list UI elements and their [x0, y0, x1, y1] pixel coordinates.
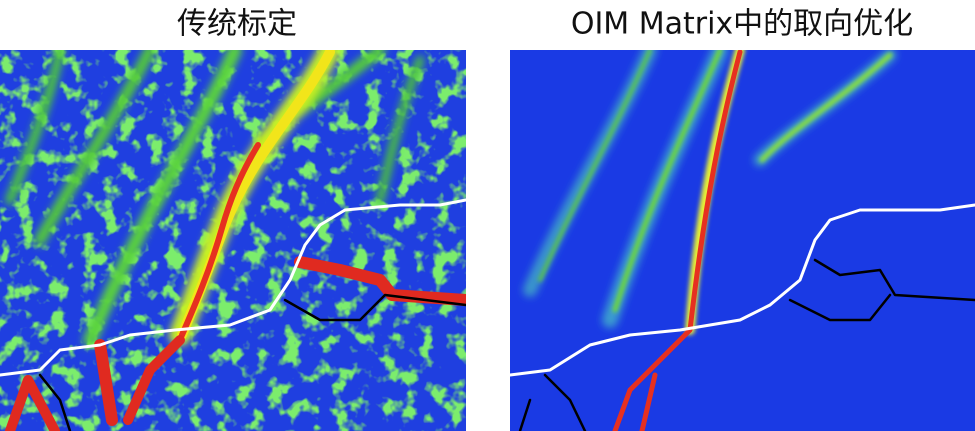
map-left — [0, 50, 466, 431]
panel-title: OIM Matrix中的取向优化 — [571, 7, 913, 42]
map-right — [510, 50, 975, 431]
panel-title: 传统标定 — [177, 7, 297, 42]
